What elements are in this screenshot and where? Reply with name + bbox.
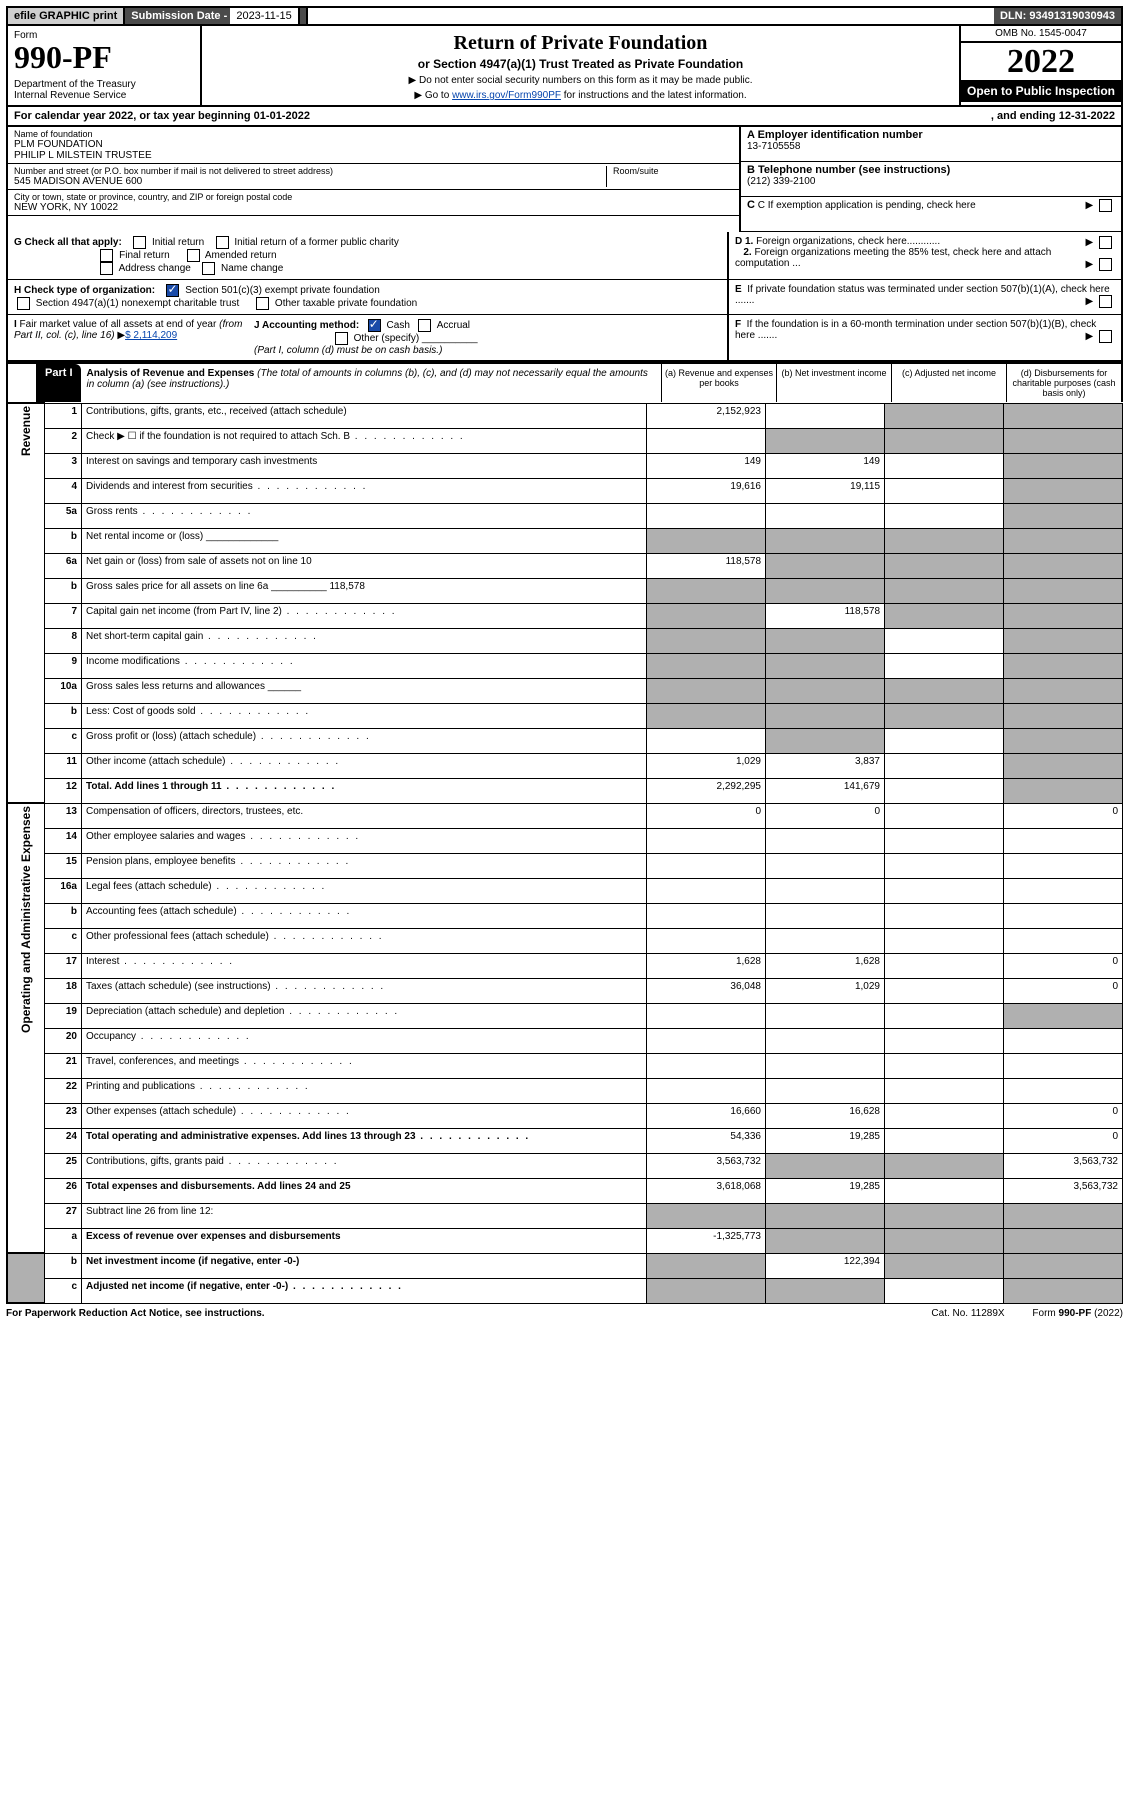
city-row: City or town, state or province, country…: [8, 190, 739, 216]
col-d-hdr: (d) Disbursements for charitable purpose…: [1006, 364, 1121, 402]
table-row: bLess: Cost of goods sold: [7, 703, 1123, 728]
omb-number: OMB No. 1545-0047: [961, 26, 1121, 43]
table-row: 7Capital gain net income (from Part IV, …: [7, 603, 1123, 628]
table-row: 5aGross rents: [7, 503, 1123, 528]
footer-mid: Cat. No. 11289X: [931, 1308, 1004, 1319]
efile-label[interactable]: efile GRAPHIC print: [8, 8, 125, 24]
table-row: 24Total operating and administrative exp…: [7, 1128, 1123, 1153]
side-label-expenses: Operating and Administrative Expenses: [7, 803, 45, 1253]
fmv-link[interactable]: $ 2,114,209: [125, 330, 177, 341]
form-instr-1: ▶ Do not enter social security numbers o…: [208, 75, 953, 86]
address-row: Number and street (or P.O. box number if…: [8, 164, 739, 190]
foundation-name: Name of foundation PLM FOUNDATION PHILIP…: [8, 127, 739, 164]
table-row: 3Interest on savings and temporary cash …: [7, 453, 1123, 478]
table-row: 27Subtract line 26 from line 12:: [7, 1203, 1123, 1228]
form-title-block: Return of Private Foundation or Section …: [202, 26, 961, 105]
table-row: 9Income modifications: [7, 653, 1123, 678]
table-row: bNet rental income or (loss) ___________…: [7, 528, 1123, 553]
identity-grid: Name of foundation PLM FOUNDATION PHILIP…: [6, 127, 1123, 232]
table-row: 8Net short-term capital gain: [7, 628, 1123, 653]
checkbox-cash[interactable]: [368, 319, 381, 332]
tax-year: 2022: [961, 43, 1121, 80]
table-row: 23Other expenses (attach schedule)16,660…: [7, 1103, 1123, 1128]
part1-title: Analysis of Revenue and Expenses (The to…: [81, 364, 661, 402]
col-b-hdr: (b) Net investment income: [776, 364, 891, 402]
col-c-hdr: (c) Adjusted net income: [891, 364, 1006, 402]
footer-left: For Paperwork Reduction Act Notice, see …: [6, 1308, 265, 1319]
table-row: cGross profit or (loss) (attach schedule…: [7, 728, 1123, 753]
form-link[interactable]: www.irs.gov/Form990PF: [452, 90, 561, 101]
table-row: 19Depreciation (attach schedule) and dep…: [7, 1003, 1123, 1028]
year-end: 12-31-2022: [1059, 110, 1115, 122]
dept-label: Department of the TreasuryInternal Reven…: [14, 79, 194, 101]
table-row: aExcess of revenue over expenses and dis…: [7, 1228, 1123, 1253]
table-row: cAdjusted net income (if negative, enter…: [7, 1278, 1123, 1303]
table-row: 11Other income (attach schedule)1,0293,8…: [7, 753, 1123, 778]
form-instr-2: ▶ Go to www.irs.gov/Form990PF for instru…: [208, 90, 953, 101]
form-number-block: Form 990-PF Department of the TreasuryIn…: [8, 26, 202, 105]
year-block: OMB No. 1545-0047 2022 Open to Public In…: [961, 26, 1121, 105]
table-row: 26Total expenses and disbursements. Add …: [7, 1178, 1123, 1203]
form-title: Return of Private Foundation: [208, 32, 953, 55]
table-row: 15Pension plans, employee benefits: [7, 853, 1123, 878]
h-e-row: H Check type of organization: Section 50…: [6, 280, 1123, 315]
form-number: 990-PF: [14, 41, 194, 73]
calendar-year-row: For calendar year 2022, or tax year begi…: [6, 107, 1123, 127]
table-row: 25Contributions, gifts, grants paid3,563…: [7, 1153, 1123, 1178]
table-row: 14Other employee salaries and wages: [7, 828, 1123, 853]
table-row: 10aGross sales less returns and allowanc…: [7, 678, 1123, 703]
form-header: Form 990-PF Department of the TreasuryIn…: [6, 26, 1123, 107]
part1-header: Part I Analysis of Revenue and Expenses …: [6, 362, 1123, 402]
form-subtitle: or Section 4947(a)(1) Trust Treated as P…: [208, 57, 953, 71]
c-row: C C If exemption application is pending,…: [741, 197, 1121, 232]
table-row: 12Total. Add lines 1 through 112,292,295…: [7, 778, 1123, 803]
table-row: 17Interest1,6281,6280: [7, 953, 1123, 978]
table-row: 22Printing and publications: [7, 1078, 1123, 1103]
col-a-hdr: (a) Revenue and expenses per books: [661, 364, 776, 402]
table-row: 4Dividends and interest from securities1…: [7, 478, 1123, 503]
table-row: Operating and Administrative Expenses13C…: [7, 803, 1123, 828]
table-row: bAccounting fees (attach schedule): [7, 903, 1123, 928]
table-row: 16aLegal fees (attach schedule): [7, 878, 1123, 903]
table-row: 20Occupancy: [7, 1028, 1123, 1053]
table-row: cOther professional fees (attach schedul…: [7, 928, 1123, 953]
table-row: Revenue1Contributions, gifts, grants, et…: [7, 403, 1123, 428]
side-label-revenue: Revenue: [7, 403, 45, 803]
page-footer: For Paperwork Reduction Act Notice, see …: [6, 1304, 1123, 1319]
table-row: 18Taxes (attach schedule) (see instructi…: [7, 978, 1123, 1003]
dln-label: DLN: 93491319030943: [994, 8, 1121, 24]
part1-table: Revenue1Contributions, gifts, grants, et…: [6, 402, 1123, 1304]
top-bar: efile GRAPHIC print Submission Date - 20…: [6, 6, 1123, 26]
ein-row: A Employer identification number 13-7105…: [741, 127, 1121, 162]
phone-row: B Telephone number (see instructions) (2…: [741, 162, 1121, 197]
g-d-row: G Check all that apply: Initial return I…: [6, 232, 1123, 280]
table-row: bNet investment income (if negative, ent…: [7, 1253, 1123, 1278]
open-public-label: Open to Public Inspection: [961, 80, 1121, 102]
part1-badge: Part I: [37, 364, 81, 402]
i-j-f-row: I Fair market value of all assets at end…: [6, 315, 1123, 362]
table-row: bGross sales price for all assets on lin…: [7, 578, 1123, 603]
table-row: 2Check ▶ ☐ if the foundation is not requ…: [7, 428, 1123, 453]
checkbox-501c3[interactable]: [166, 284, 179, 297]
year-begin: 01-01-2022: [254, 110, 310, 122]
submission-date-label: Submission Date - 2023-11-15: [125, 8, 307, 24]
table-row: 21Travel, conferences, and meetings: [7, 1053, 1123, 1078]
table-row: 6aNet gain or (loss) from sale of assets…: [7, 553, 1123, 578]
